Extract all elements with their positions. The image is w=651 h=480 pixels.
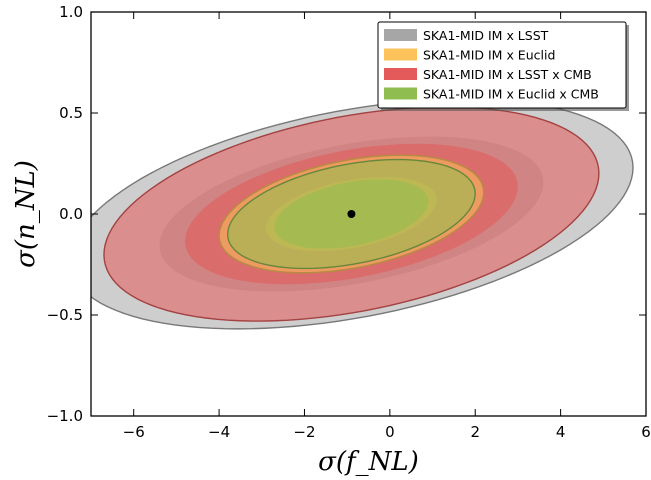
legend-swatch	[384, 29, 417, 41]
y-tick-label: −0.5	[47, 306, 83, 324]
legend-swatch	[384, 87, 417, 100]
y-axis-label: σ(n_NL)	[11, 160, 41, 268]
x-tick-label: −6	[123, 423, 145, 441]
y-tick-label: −1.0	[47, 407, 83, 425]
y-tick-label: 0.0	[59, 205, 83, 223]
x-tick-label: −4	[208, 423, 230, 441]
x-axis-label: σ(f_NL)	[318, 447, 419, 477]
legend-swatch	[384, 68, 417, 80]
y-axis: −1.0 −0.5 0.0 0.5 1.0	[47, 3, 646, 425]
contour-layer	[91, 98, 634, 330]
legend-label: SKA1-MID IM x Euclid	[423, 48, 555, 63]
legend-box	[377, 21, 627, 109]
y-tick-label: 1.0	[59, 3, 83, 21]
y-tick-label: 0.5	[59, 104, 83, 122]
legend-label: SKA1-MID IM x LSST x CMB	[423, 67, 592, 82]
x-tick-label: −2	[293, 423, 315, 441]
x-axis: −6 −4 −2 0 2 4 6	[123, 12, 651, 441]
legend-swatch	[384, 48, 417, 61]
legend-label: SKA1-MID IM x LSST	[423, 28, 549, 43]
x-tick-label: 0	[385, 423, 395, 441]
x-tick-label: 4	[556, 423, 566, 441]
legend-label: SKA1-MID IM x Euclid x CMB	[423, 87, 599, 102]
legend: SKA1-MID IM x LSST SKA1-MID IM x Euclid SK…	[377, 21, 629, 111]
x-tick-label: 2	[470, 423, 480, 441]
x-tick-label: 6	[641, 423, 651, 441]
fiducial-point	[347, 210, 356, 218]
